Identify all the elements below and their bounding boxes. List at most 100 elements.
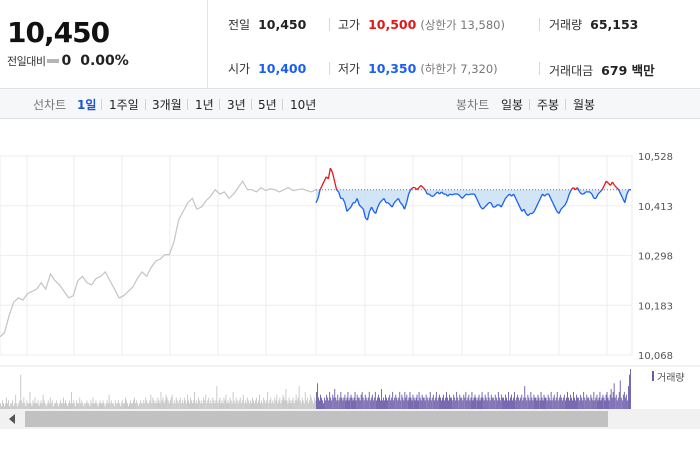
volume-bar (414, 400, 416, 409)
y-tick-label: 10,183 (638, 301, 673, 312)
today-series-segment (531, 210, 535, 214)
today-series-segment (527, 213, 531, 217)
volume-bar (379, 397, 380, 409)
volume-bar (338, 400, 340, 409)
today-series-segment (405, 193, 410, 203)
volume-bar (609, 394, 611, 409)
volume-bar (538, 397, 540, 409)
today-series-segment (321, 180, 325, 186)
volume-bar (244, 400, 246, 409)
volume-bar (23, 397, 25, 409)
volume-bar (595, 397, 597, 409)
volume-bar (520, 397, 522, 409)
period-5y-button[interactable]: 5년 (258, 98, 277, 112)
volume-bar (308, 400, 310, 409)
volume-bar (92, 397, 94, 409)
volume-bar (307, 403, 309, 409)
volume-bar (546, 400, 548, 409)
change-percent: 0.00% (80, 53, 129, 69)
volume-bar (309, 394, 311, 409)
volume-bar (399, 391, 401, 409)
volume-bar (630, 369, 631, 409)
volume-bar (147, 403, 149, 409)
candle-daily-button[interactable]: 일봉 (501, 98, 524, 112)
volume-bar (401, 394, 403, 409)
candle-weekly-button[interactable]: 주봉 (537, 98, 560, 112)
volume-bar (544, 397, 546, 409)
volume-bar (493, 400, 495, 409)
volume-bar (263, 397, 265, 409)
scroll-left-arrow-icon[interactable] (9, 414, 15, 424)
volume-bar (403, 400, 405, 409)
volume-bar (317, 383, 318, 409)
period-10y-button[interactable]: 10년 (290, 98, 317, 112)
volume-bar (24, 403, 26, 409)
volume-bar (67, 406, 68, 409)
volume-bar (196, 400, 197, 409)
volume-bar (413, 397, 415, 409)
volume-bar (42, 394, 44, 409)
volume-bar (271, 403, 273, 409)
volume-bar (426, 397, 428, 409)
volume-bar (524, 386, 526, 409)
period-3m-button[interactable]: 3개월 (152, 98, 182, 112)
volume-bar (116, 403, 118, 409)
toolbar-divider (529, 99, 530, 110)
volume-bar (44, 403, 46, 409)
volume-bar (323, 403, 324, 409)
volume-bar (628, 386, 629, 409)
volume-bar (464, 397, 466, 409)
volume-bar (84, 403, 86, 409)
volume-bar (352, 400, 354, 409)
volume-bar (261, 400, 262, 409)
volume-bar (322, 400, 323, 409)
volume-bar (607, 397, 609, 409)
volume-bar (240, 403, 242, 409)
volume-bar (586, 394, 588, 409)
today-series-segment (466, 193, 469, 196)
stat-value: 10,450 (258, 17, 307, 32)
volume-bar (584, 397, 586, 409)
volume-bar (206, 403, 208, 409)
volume-bar (551, 400, 553, 409)
volume-bar (437, 397, 439, 409)
today-series-segment (449, 193, 453, 196)
volume-bar (47, 400, 49, 409)
volume-bar (167, 400, 169, 409)
volume-bar (193, 400, 194, 409)
volume-bar (575, 400, 576, 409)
volume-bar (444, 400, 445, 409)
volume-bar (93, 403, 95, 409)
today-series-segment (323, 176, 327, 182)
volume-bar (377, 397, 378, 409)
volume-bar (324, 397, 325, 409)
horizontal-scrollbar[interactable] (0, 409, 700, 429)
volume-bar (480, 397, 482, 409)
candle-monthly-button[interactable]: 월봉 (573, 98, 596, 112)
volume-bar (568, 397, 569, 409)
period-1y-button[interactable]: 1년 (195, 98, 214, 112)
volume-bar (163, 403, 165, 409)
today-series-segment (366, 211, 371, 221)
volume-bar (448, 400, 449, 409)
period-3y-button[interactable]: 3년 (227, 98, 246, 112)
volume-bar (622, 394, 624, 409)
volume-bar (489, 400, 491, 409)
volume-bar (474, 394, 476, 409)
current-price-box: 10,450 전일대비 0 0.00% (0, 0, 208, 89)
volume-bar (452, 400, 454, 409)
volume-bar (254, 403, 255, 409)
volume-bar (143, 400, 145, 409)
volume-bar (525, 397, 527, 409)
volume-bar (456, 391, 458, 409)
today-series-segment (579, 191, 583, 195)
volume-bar (124, 403, 125, 409)
volume-bar (359, 400, 361, 409)
period-1w-button[interactable]: 1주일 (109, 98, 139, 112)
volume-bar (126, 400, 127, 409)
volume-bar (314, 397, 315, 409)
volume-bar (214, 403, 216, 409)
period-1d-button[interactable]: 1일 (77, 98, 97, 112)
volume-bar (39, 403, 41, 409)
volume-bar (287, 403, 289, 409)
